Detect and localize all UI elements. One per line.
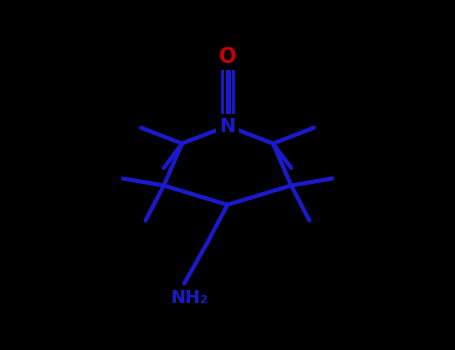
Text: N: N: [219, 117, 236, 135]
Text: NH₂: NH₂: [170, 289, 208, 307]
Text: O: O: [219, 47, 236, 67]
